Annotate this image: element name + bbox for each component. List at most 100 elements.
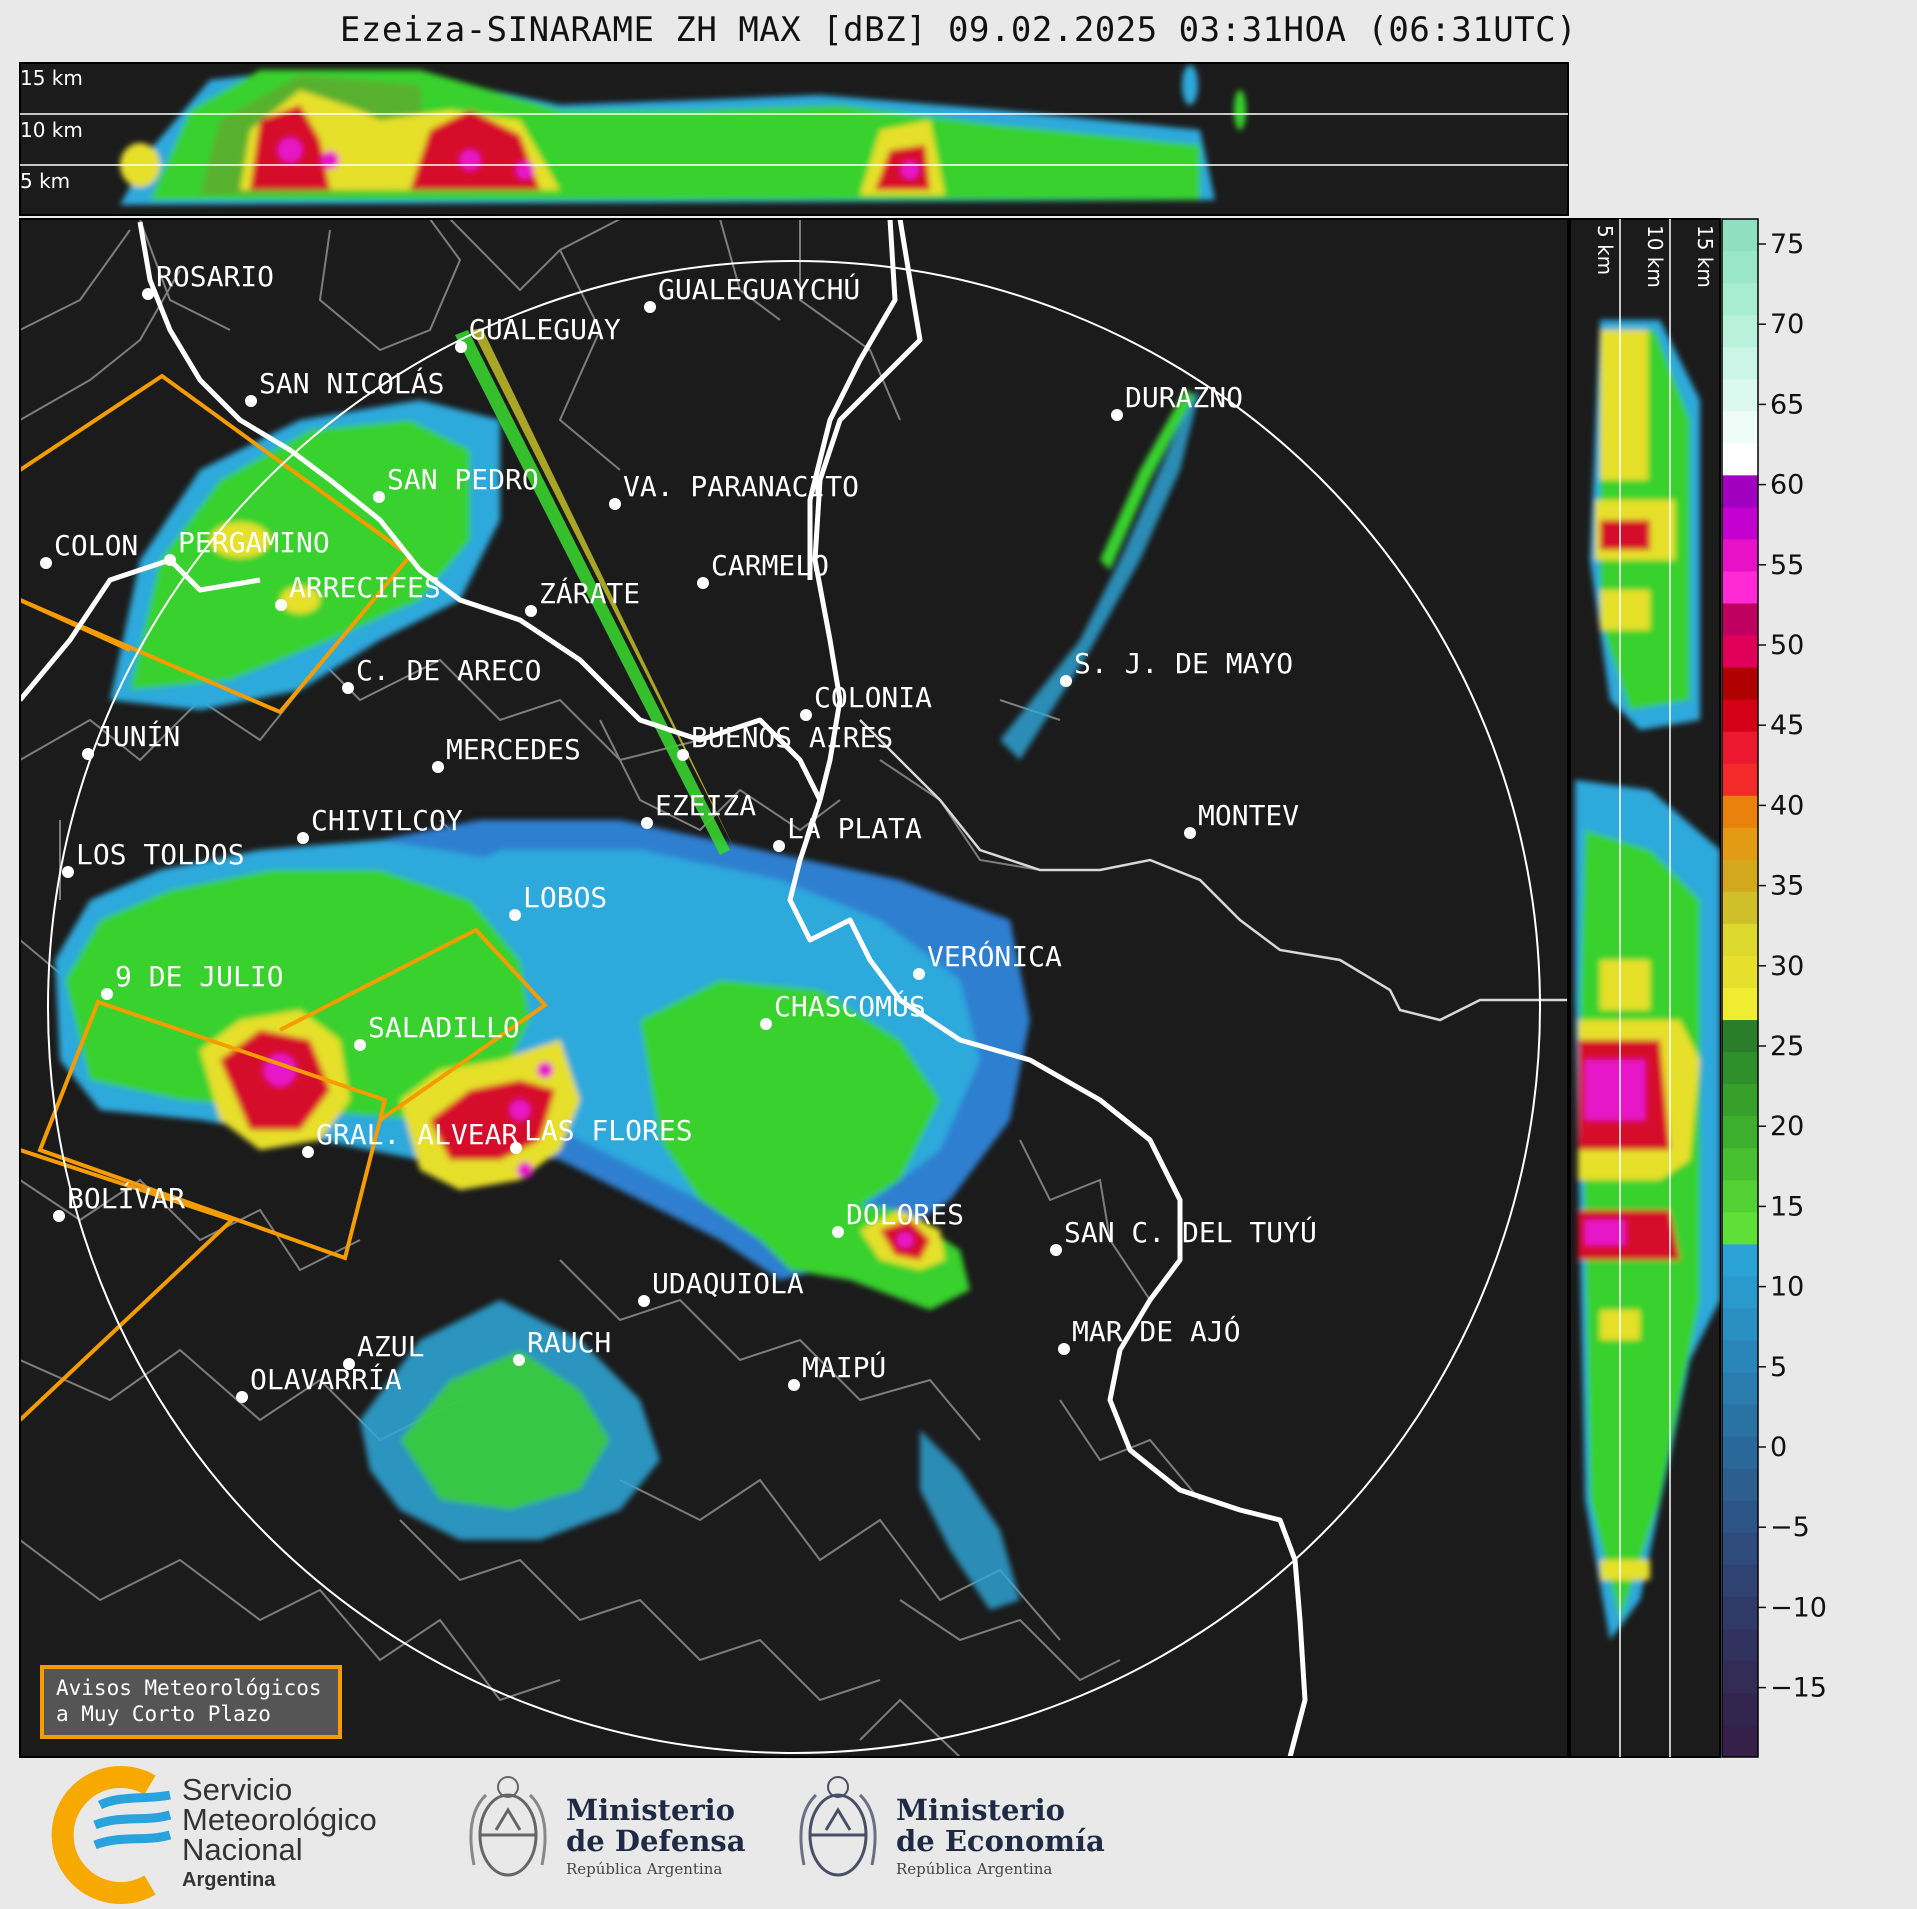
- colorbar-tick-label: 40: [1770, 790, 1804, 821]
- side-height-label-5: 5 km: [1593, 225, 1617, 275]
- colorbar-step: [1722, 475, 1758, 508]
- colorbar-step: [1722, 1404, 1758, 1438]
- city-label: S. J. DE MAYO: [1074, 647, 1293, 680]
- colorbar-tick-label: 30: [1770, 951, 1804, 982]
- range-ring: [47, 260, 1541, 1754]
- colorbar-step: [1722, 443, 1758, 476]
- city-marker: [832, 1226, 844, 1238]
- city-label: MAR DE AJÓ: [1072, 1314, 1241, 1348]
- economia-line-2: de Economía: [896, 1824, 1105, 1858]
- city-label: ZÁRATE: [539, 576, 640, 610]
- colorbar-tick-label: 60: [1770, 470, 1804, 501]
- avisos-line-1: Avisos Meteorológicos: [56, 1676, 322, 1700]
- side-height-label-10: 10 km: [1643, 225, 1667, 288]
- city-marker: [1058, 1343, 1070, 1355]
- city-marker: [62, 866, 74, 878]
- side-height-label-15: 15 km: [1693, 225, 1717, 288]
- colorbar-step: [1722, 219, 1758, 252]
- city-label: OLAVARRÍA: [250, 1362, 402, 1396]
- colorbar-step: [1722, 1340, 1758, 1373]
- colorbar-step: [1722, 571, 1758, 604]
- city-marker: [788, 1379, 800, 1391]
- city-marker: [40, 557, 52, 569]
- smn-line-2: Meteorológico: [182, 1802, 377, 1837]
- colorbar-step: [1722, 635, 1758, 669]
- city-label: EZEIZA: [655, 789, 756, 822]
- map-title: Ezeiza-SINARAME ZH MAX [dBZ] 09.02.2025 …: [339, 10, 1578, 50]
- city-marker: [275, 599, 287, 611]
- city-label: AZUL: [357, 1330, 424, 1363]
- top-height-label-10: 10 km: [20, 118, 83, 142]
- city-label: MONTEV: [1198, 799, 1299, 832]
- city-label: C. DE ARECO: [356, 654, 541, 687]
- city-label: GUALEGUAYCHÚ: [658, 272, 860, 306]
- footer-logos: [0, 1760, 1917, 1909]
- top-height-label-15: 15 km: [20, 66, 83, 90]
- colorbar-tick-label: 55: [1770, 550, 1804, 581]
- colorbar-step: [1722, 1436, 1758, 1470]
- colorbar-step: [1722, 1308, 1758, 1341]
- colorbar-tick-label: 0: [1770, 1432, 1787, 1463]
- colorbar-step: [1722, 1660, 1758, 1694]
- city-marker: [1060, 675, 1072, 687]
- city-marker: [641, 817, 653, 829]
- economia-coat-of-arms-icon: [799, 1776, 877, 1877]
- city-marker: [1050, 1244, 1062, 1256]
- city-label: DOLORES: [846, 1198, 964, 1231]
- city-marker: [513, 1354, 525, 1366]
- colorbar-step: [1722, 731, 1758, 765]
- city-label: CARMELO: [711, 549, 829, 582]
- colorbar-step: [1722, 1596, 1758, 1630]
- city-label: CHIVILCOY: [311, 804, 463, 837]
- smn-logo-text: Servicio Meteorológico Nacional Argentin…: [182, 1772, 377, 1895]
- city-marker: [101, 988, 113, 1000]
- city-marker: [638, 1295, 650, 1307]
- colorbar-tick-label: 75: [1770, 229, 1804, 260]
- side-height-panel: 5 km 10 km 15 km: [1569, 218, 1721, 1758]
- city-marker: [354, 1039, 366, 1051]
- colorbar-step: [1722, 1212, 1758, 1245]
- city-marker: [697, 577, 709, 589]
- colorbar-step: [1722, 1628, 1758, 1662]
- city-label: JUNÍN: [96, 719, 180, 753]
- colorbar-step: [1722, 699, 1758, 733]
- colorbar-tick-label: −5: [1770, 1512, 1810, 1543]
- smn-line-1: Servicio: [182, 1772, 293, 1807]
- city-label: LOS TOLDOS: [76, 838, 245, 871]
- colorbar-step: [1722, 955, 1758, 989]
- radar-map: ROSARIO GUALEGUAYCHÚ GUALEGUAY SAN NICOLÁS D…: [19, 218, 1569, 1758]
- colorbar-step: [1722, 1116, 1758, 1149]
- colorbar-step: [1722, 251, 1758, 284]
- city-label: UDAQUIOLA: [652, 1267, 804, 1300]
- colorbar-step: [1722, 411, 1758, 444]
- economia-logo-text: Ministerio de Economía República Argenti…: [896, 1795, 1105, 1879]
- city-marker: [373, 491, 385, 503]
- city-marker: [1111, 409, 1123, 421]
- radar-figure: 15 km 10 km 5 km: [19, 62, 1827, 1758]
- colorbar-step: [1722, 283, 1758, 316]
- city-marker: [644, 301, 656, 313]
- city-label: ROSARIO: [156, 260, 274, 293]
- city-label: VA. PARANACITO: [623, 470, 859, 503]
- city-label: SAN PEDRO: [387, 463, 539, 496]
- avisos-legend[interactable]: Avisos Meteorológicos a Muy Corto Plazo: [40, 1665, 342, 1739]
- city-label: CHASCOMÚS: [774, 989, 926, 1023]
- colorbar-tick-label: −10: [1770, 1592, 1827, 1623]
- city-marker: [82, 748, 94, 760]
- city-marker: [455, 341, 467, 353]
- colorbar-step: [1722, 379, 1758, 412]
- coastline-rivers: [20, 219, 1308, 1757]
- colorbar-step: [1722, 859, 1758, 893]
- colorbar-step: [1722, 1084, 1758, 1117]
- city-marker: [297, 832, 309, 844]
- colorbar-step: [1722, 1020, 1758, 1053]
- colorbar-tick-label: 35: [1770, 871, 1804, 902]
- colorbar-tick-label: 50: [1770, 630, 1804, 661]
- city-label: MERCEDES: [446, 733, 581, 766]
- city-marker: [164, 554, 176, 566]
- smn-line-3: Nacional: [182, 1832, 303, 1867]
- city-label: COLONIA: [814, 681, 932, 714]
- city-marker: [53, 1210, 65, 1222]
- defensa-logo-text: Ministerio de Defensa República Argentin…: [566, 1795, 746, 1879]
